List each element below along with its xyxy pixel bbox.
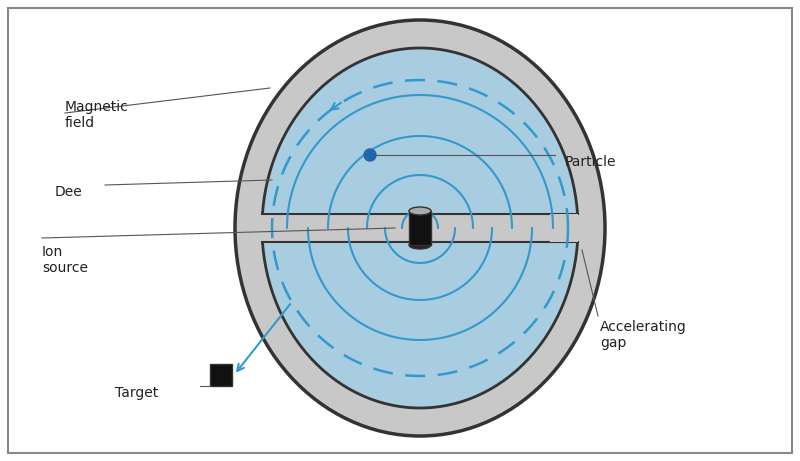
Text: Particle: Particle — [565, 155, 617, 169]
Ellipse shape — [409, 207, 431, 215]
Text: Magnetic
field: Magnetic field — [65, 100, 129, 130]
Ellipse shape — [409, 241, 431, 249]
Bar — [409, 211, 431, 245]
Text: Accelerating
gap: Accelerating gap — [600, 320, 686, 350]
Bar — [260, 214, 580, 242]
Ellipse shape — [262, 48, 578, 408]
Bar — [210, 364, 232, 386]
Circle shape — [364, 149, 376, 161]
Ellipse shape — [235, 20, 605, 436]
Text: Dee: Dee — [55, 185, 82, 199]
Text: Ion
source: Ion source — [42, 245, 88, 275]
Bar — [550, 214, 578, 242]
Text: Target: Target — [114, 386, 158, 400]
